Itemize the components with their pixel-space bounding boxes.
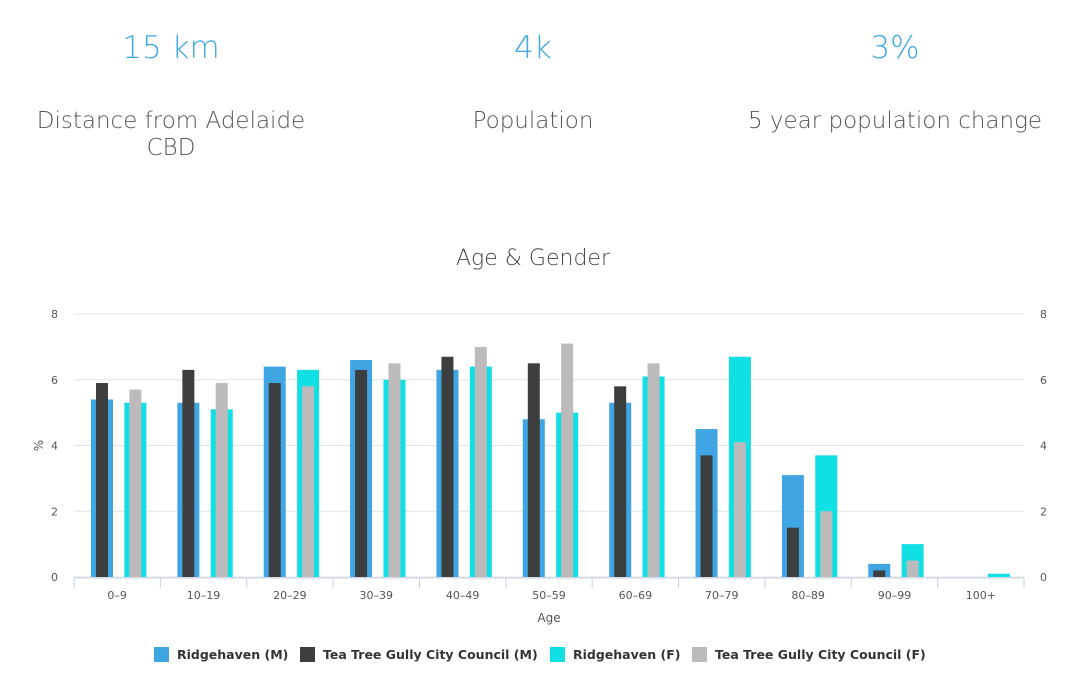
bar-council-f[interactable] [906,560,919,577]
y-tick-label-right: 6 [1040,374,1047,387]
axes: 0 0 2 2 4 4 6 6 8 8% 0–9 10–19 20–29 30–39 40–49 50–59 6… [32,308,1047,625]
bar-council-m[interactable] [873,570,886,577]
stat-distance: 15 km Distance from Adelaide CBD [11,28,331,162]
y-tick-label-right: 4 [1040,440,1047,453]
bar-council-m[interactable] [182,369,195,577]
stat-population-value: 4k [514,30,552,66]
bar-council-f[interactable] [733,442,746,577]
bars [91,343,1010,577]
bar-council-f[interactable] [474,346,487,577]
stat-population: 4k Population [373,28,693,135]
bar-council-f[interactable] [388,363,401,577]
bar-council-m[interactable] [268,383,281,577]
y-tick-label-right: 8 [1040,308,1047,321]
x-tick-label: 60–69 [619,589,653,602]
legend-label: Tea Tree Gully City Council (F) [715,647,926,662]
bar-council-f[interactable] [302,386,315,577]
legend-swatch [300,647,315,662]
bar-council-m[interactable] [527,363,540,577]
bar-council-f[interactable] [561,343,574,577]
stat-distance-value: 15 km [122,30,220,66]
x-tick-label: 50–59 [532,589,566,602]
bar-council-m[interactable] [96,383,108,577]
y-tick-label-left: 2 [51,505,58,518]
y-tick-label-left: 8 [51,308,58,321]
bar-council-f[interactable] [820,511,833,577]
bar-council-m[interactable] [614,386,627,577]
x-tick-label: 10–19 [187,589,221,602]
age-gender-chart: Age & Gender 0 0 2 2 4 4 6 6 8 8% 0–9 10–19 20–29 30–… [32,246,1047,662]
chart-title: Age & Gender [456,246,611,271]
y-tick-label-left: 0 [51,571,58,584]
legend-label: Tea Tree Gully City Council (M) [323,647,538,662]
x-tick-label: 0–9 [107,589,127,602]
stat-population-label: Population [472,108,594,134]
bar-council-m[interactable] [700,455,713,577]
x-tick-label: 70–79 [705,589,739,602]
y-tick-label-right: 2 [1040,505,1047,518]
legend-swatch [154,647,169,662]
bar-council-m[interactable] [355,369,368,577]
legend-item[interactable]: Tea Tree Gully City Council (M) [300,647,538,662]
x-tick-label: 40–49 [446,589,480,602]
legend-item[interactable]: Ridgehaven (M) [154,647,288,662]
x-tick-label: 80–89 [791,589,825,602]
stat-distance-label: Distance from Adelaide CBD [36,108,306,161]
bar-council-f[interactable] [215,383,228,577]
stat-population-change: 3% 5 year population change [735,28,1055,135]
x-tick-label: 100+ [966,589,996,602]
x-tick-label: 30–39 [360,589,394,602]
legend-item[interactable]: Ridgehaven (F) [550,647,680,662]
legend-label: Ridgehaven (M) [177,647,288,662]
y-tick-label-left: 4 [51,440,58,453]
legend[interactable]: Ridgehaven (M) Tea Tree Gully City Counci… [154,647,926,662]
legend-swatch [692,647,707,662]
y-tick-label-right: 0 [1040,571,1047,584]
stat-population-change-label: 5 year population change [747,108,1043,134]
x-tick-label: 90–99 [878,589,912,602]
legend-swatch [550,647,565,662]
bar-council-m[interactable] [441,356,454,577]
bar-council-f[interactable] [647,363,660,577]
legend-label: Ridgehaven (F) [573,647,680,662]
legend-item[interactable]: Tea Tree Gully City Council (F) [692,647,926,662]
bar-council-m[interactable] [786,527,799,577]
x-tick-label: 20–29 [273,589,307,602]
y-tick-label-left: 6 [51,374,58,387]
bar-council-f[interactable] [129,389,142,577]
stat-population-change-value: 3% [870,30,920,66]
y-axis-title: % [32,440,46,451]
x-axis-title: Age [537,611,560,625]
bar-ridgehaven-f[interactable] [988,573,1010,577]
